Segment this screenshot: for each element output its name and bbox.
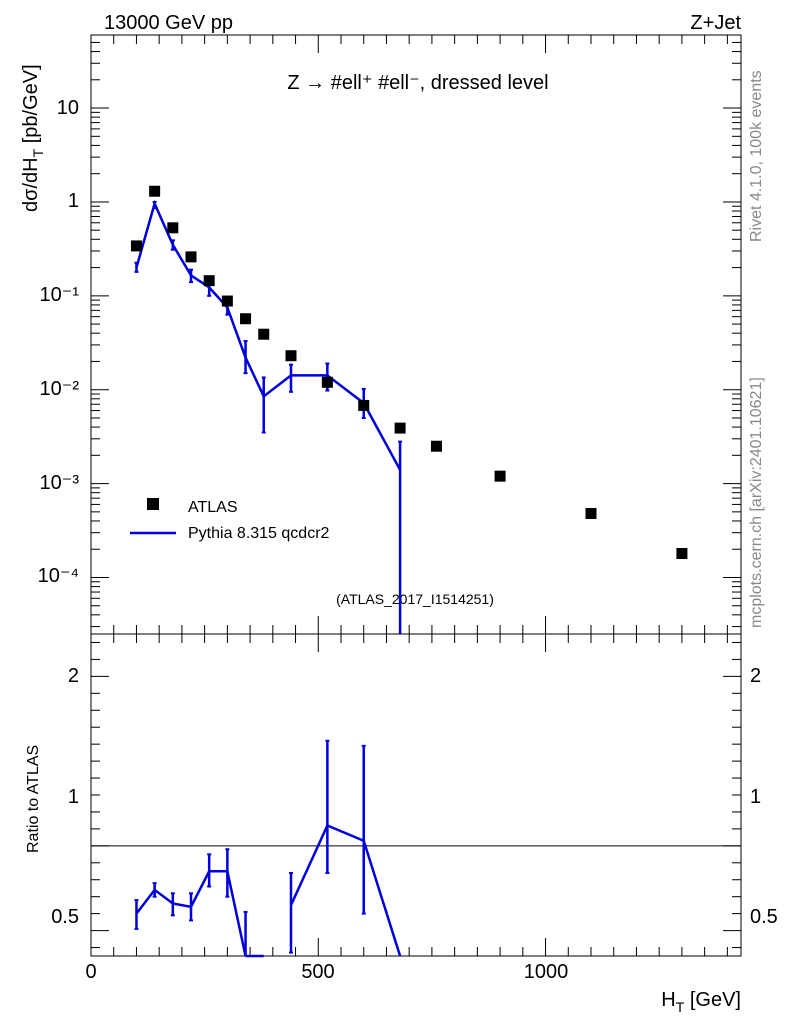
legend-atlas-label: ATLAS: [188, 499, 238, 516]
x-tick-label-1000: 1000: [524, 961, 569, 983]
ratio-axis-ticks: [90, 634, 741, 956]
y-tick-label-1e-2: 10⁻²: [40, 378, 80, 400]
x-tick-label-500: 500: [301, 961, 334, 983]
atlas-data-point: [258, 328, 270, 340]
pythia-line: [135, 199, 402, 471]
atlas-data-point: [585, 508, 597, 520]
ratio-line-hidden: [264, 905, 291, 956]
main-y-axis-label: dσ/dHT [pb/GeV]: [20, 64, 46, 212]
atlas-data-point: [285, 350, 297, 362]
atlas-series: [130, 185, 688, 560]
atlas-data-point: [203, 275, 215, 287]
ratio-y-tick-05-right: 0.5: [750, 906, 778, 928]
ratio-y-tick-2-left: 2: [68, 665, 79, 687]
atlas-data-point: [149, 185, 161, 197]
atlas-data-point: [358, 399, 370, 411]
ratio-plot-frame: [90, 633, 742, 957]
rivet-version-label: Rivet 4.1.0, 100k events: [748, 70, 765, 242]
legend: ATLAS Pythia 8.315 qcdcr2: [130, 498, 330, 542]
ratio-y-tick-2-right: 2: [750, 665, 761, 687]
main-plot-frame: [90, 34, 742, 635]
atlas-data-point: [394, 422, 406, 434]
atlas-data-point: [221, 295, 233, 307]
ratio-y-tick-05-left: 0.5: [51, 906, 79, 928]
x-axis-label: HT [GeV]: [661, 989, 741, 1015]
y-tick-label-1: 1: [68, 190, 79, 212]
y-tick-label-1e-4: 10⁻⁴: [38, 565, 79, 587]
atlas-data-point: [240, 313, 252, 325]
atlas-data-point: [130, 240, 142, 252]
main-plot-title: Z → #ell⁺ #ell⁻, dressed level: [287, 72, 548, 94]
atlas-data-point: [167, 222, 179, 234]
legend-atlas-marker: [147, 498, 159, 510]
atlas-data-point: [321, 376, 333, 388]
analysis-id-label: (ATLAS_2017_I1514251): [336, 591, 494, 607]
mcplots-label: mcplots.cern.ch [arXiv:2401.10621]: [748, 377, 765, 628]
main-axis-ticks: [90, 34, 741, 634]
process-label: Z+Jet: [690, 12, 741, 34]
atlas-data-point: [430, 440, 442, 452]
ratio-y-tick-1-right: 1: [750, 786, 761, 808]
x-tick-label-0: 0: [85, 961, 96, 983]
ratio-line: [289, 823, 402, 956]
legend-pythia-label: Pythia 8.315 qcdcr2: [188, 525, 330, 542]
ratio-series: [134, 739, 402, 958]
y-tick-label-1e-1: 10⁻¹: [40, 284, 80, 306]
y-tick-label-1e-3: 10⁻³: [40, 472, 80, 494]
atlas-data-point: [185, 251, 197, 263]
ratio-y-axis-label: Ratio to ATLAS: [25, 745, 42, 853]
pythia-series: [134, 199, 403, 634]
atlas-data-point: [494, 470, 506, 482]
y-tick-label-10: 10: [57, 97, 79, 119]
ratio-y-tick-1-left: 1: [68, 786, 79, 808]
atlas-data-point: [676, 548, 688, 560]
energy-label: 13000 GeV pp: [104, 12, 233, 34]
